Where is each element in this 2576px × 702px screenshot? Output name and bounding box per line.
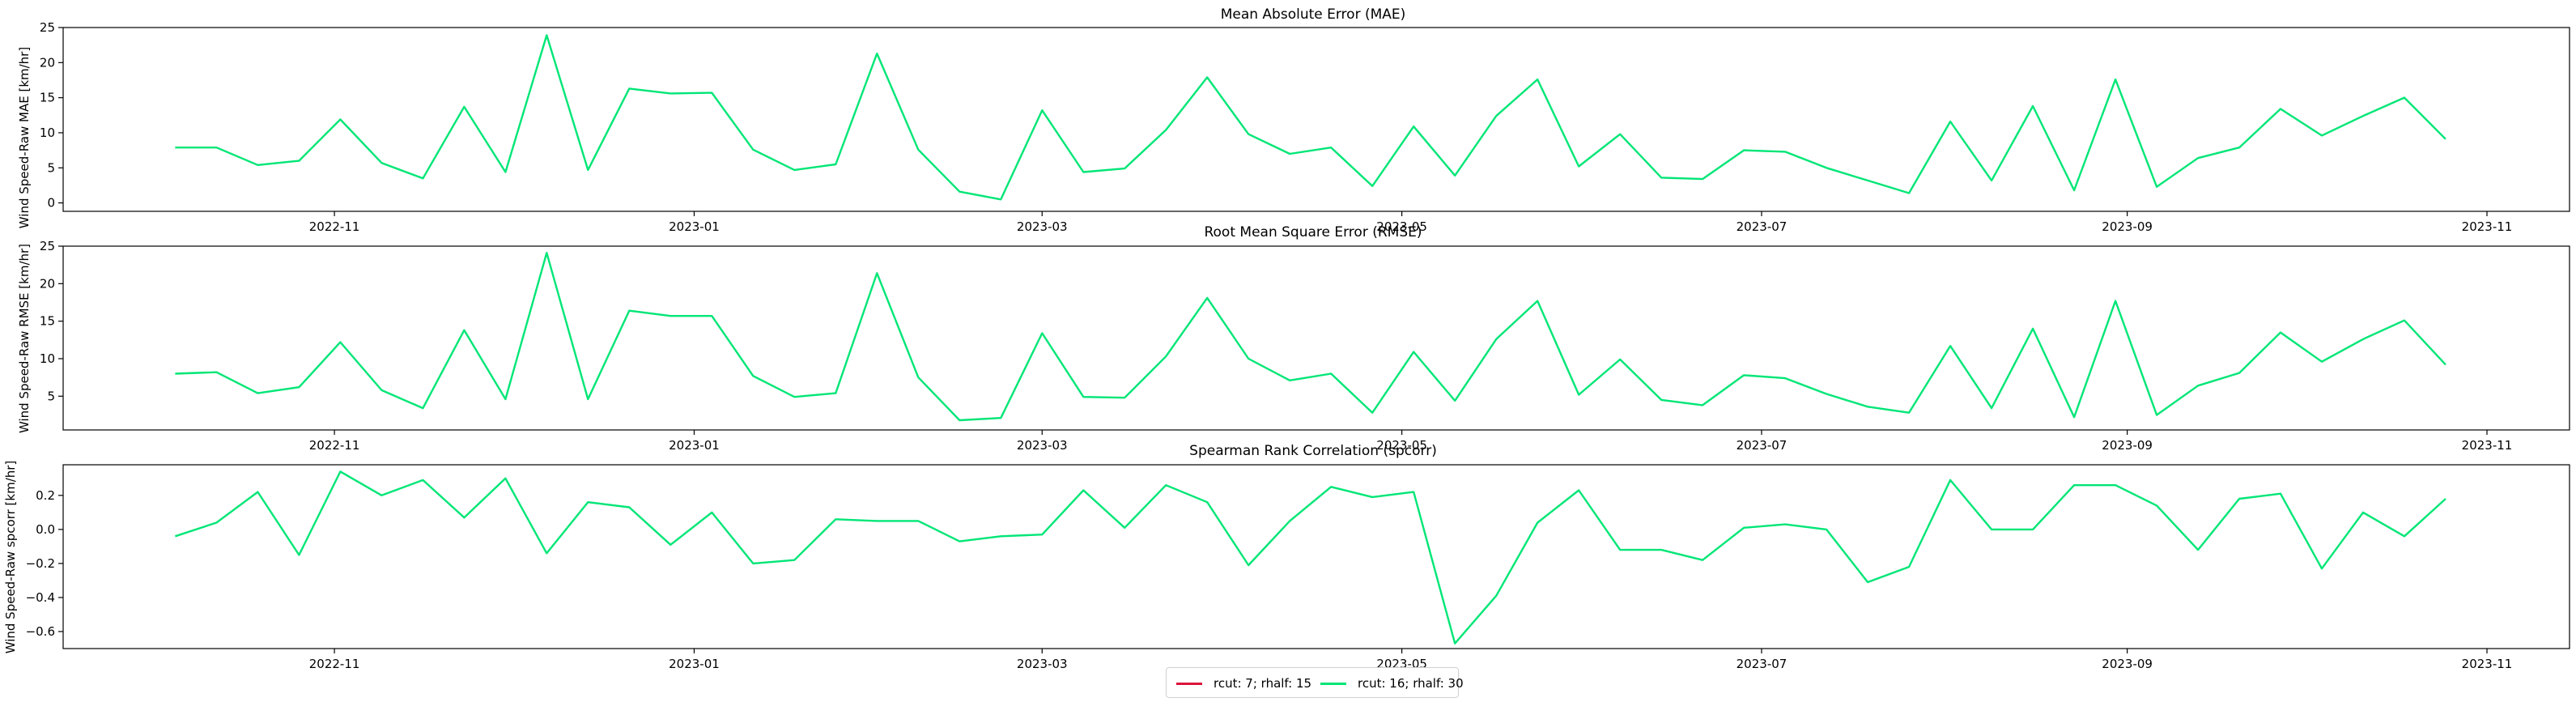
x-tick-label: 2023-03 (1017, 438, 1068, 453)
y-tick-label: 5 (47, 389, 55, 403)
x-tick-label: 2023-05 (1376, 438, 1427, 453)
y-tick-label: 0.2 (36, 488, 55, 503)
spcorr-xticks: 2022-11 2023-01 2023-03 2023-05 2023-07 2023-… (309, 649, 2513, 671)
rmse-xticks: 2022-11 2023-01 2023-03 2023-05 2023-07 2023-… (309, 430, 2513, 453)
legend-item-rcut16: rcut: 16; rhalf: 30 (1320, 668, 1464, 699)
mae-plot-frame (62, 27, 2570, 212)
x-tick-label: 2022-11 (309, 438, 360, 453)
x-tick-label: 2023-07 (1736, 438, 1787, 453)
x-tick-label: 2023-03 (1017, 219, 1068, 234)
y-tick-label: −0.4 (26, 590, 55, 605)
legend-swatch-rcut7 (1176, 682, 1202, 685)
spcorr-title: Spearman Rank Correlation (spcorr) (1189, 443, 1437, 459)
rmse-lines (175, 252, 2446, 422)
y-tick-label: 20 (40, 55, 55, 70)
spcorr-ylabel: Wind Speed-Raw spcorr [km/hr] (3, 461, 18, 654)
rmse-yticks: 5 10 15 20 25 (40, 239, 63, 403)
spcorr-lines (175, 470, 2446, 645)
y-tick-label: 25 (40, 239, 55, 253)
x-tick-label: 2023-07 (1736, 657, 1787, 671)
y-tick-label: 5 (47, 160, 55, 175)
legend-swatch-rcut16 (1320, 682, 1346, 685)
mae-xticks: 2022-11 2023-01 2023-03 2023-05 2023-07 2023-… (309, 211, 2513, 234)
rmse-panel: Root Mean Square Error (RMSE) Wind Speed… (17, 224, 2570, 453)
y-tick-label: 15 (40, 314, 55, 329)
x-tick-label: 2023-05 (1376, 219, 1427, 234)
rmse-plot-frame (62, 245, 2570, 431)
y-tick-label: 15 (40, 91, 55, 105)
legend-label-rcut7: rcut: 7; rhalf: 15 (1214, 676, 1312, 691)
x-tick-label: 2023-09 (2102, 438, 2153, 453)
spcorr-panel: Spearman Rank Correlation (spcorr) Wind … (3, 443, 2570, 671)
y-tick-label: 20 (40, 276, 55, 291)
series-line (175, 470, 2446, 645)
rmse-title: Root Mean Square Error (RMSE) (1204, 224, 1422, 240)
y-tick-label: 25 (40, 20, 55, 35)
spcorr-plot-frame (62, 464, 2570, 649)
x-tick-label: 2023-03 (1017, 657, 1068, 671)
x-tick-label: 2023-07 (1736, 219, 1787, 234)
x-tick-label: 2023-11 (2462, 219, 2513, 234)
x-tick-label: 2023-11 (2462, 657, 2513, 671)
legend-label-rcut16: rcut: 16; rhalf: 30 (1358, 676, 1464, 691)
y-tick-label: 0 (47, 196, 55, 211)
y-tick-label: 0.0 (36, 522, 55, 537)
rmse-ylabel: Wind Speed-Raw RMSE [km/hr] (17, 244, 32, 433)
legend-item-rcut7: rcut: 7; rhalf: 15 (1176, 668, 1311, 699)
legend: rcut: 7; rhalf: 15 rcut: 16; rhalf: 30 (1166, 667, 1464, 699)
x-tick-label: 2022-11 (309, 219, 360, 234)
x-tick-label: 2023-09 (2102, 657, 2153, 671)
spcorr-yticks: −0.6 −0.4 −0.2 0.0 0.2 (26, 488, 63, 639)
series-line (175, 34, 2446, 201)
x-tick-label: 2023-01 (669, 657, 720, 671)
mae-title: Mean Absolute Error (MAE) (1221, 6, 1406, 23)
mae-lines (175, 34, 2446, 201)
x-tick-label: 2023-01 (669, 438, 720, 453)
x-tick-label: 2023-01 (669, 219, 720, 234)
mae-ylabel: Wind Speed-Raw MAE [km/hr] (17, 47, 32, 228)
y-tick-label: 10 (40, 126, 55, 140)
mae-panel: Mean Absolute Error (MAE) Wind Speed-Raw… (17, 6, 2570, 234)
x-tick-label: 2022-11 (309, 657, 360, 671)
series-line (175, 252, 2446, 422)
y-tick-label: −0.6 (26, 624, 55, 639)
mae-yticks: 0 5 10 15 20 25 (40, 20, 63, 211)
x-tick-label: 2023-09 (2102, 219, 2153, 234)
y-tick-label: 10 (40, 351, 55, 366)
x-tick-label: 2023-11 (2462, 438, 2513, 453)
y-tick-label: −0.2 (26, 556, 55, 571)
